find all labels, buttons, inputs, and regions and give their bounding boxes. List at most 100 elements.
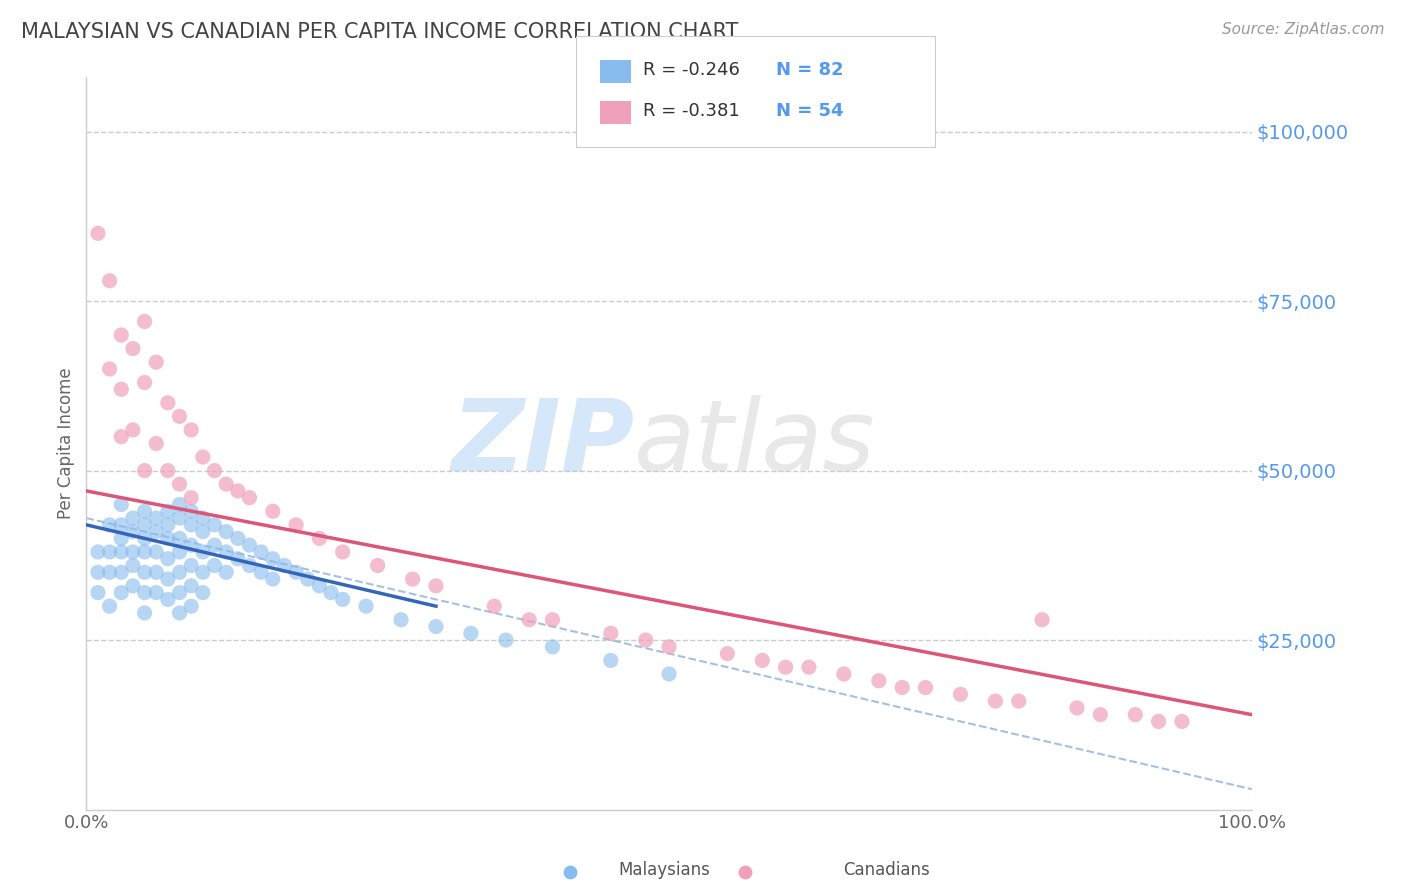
- Point: [1066, 701, 1088, 715]
- Point: [169, 498, 191, 512]
- Point: [145, 566, 167, 580]
- Point: [122, 423, 145, 437]
- Point: [1147, 714, 1170, 729]
- Point: [122, 579, 145, 593]
- Point: [215, 566, 238, 580]
- Point: [87, 585, 110, 599]
- Point: [134, 606, 156, 620]
- Text: Malaysians: Malaysians: [619, 861, 710, 879]
- Point: [914, 681, 936, 695]
- Text: R = -0.246: R = -0.246: [643, 62, 740, 79]
- Point: [204, 464, 226, 478]
- Point: [285, 517, 308, 532]
- Point: [180, 491, 202, 505]
- Point: [495, 633, 517, 648]
- Point: [541, 613, 564, 627]
- Point: [1031, 613, 1053, 627]
- Point: [215, 524, 238, 539]
- Point: [832, 667, 855, 681]
- Point: [599, 626, 621, 640]
- Point: [262, 572, 284, 586]
- Point: [134, 464, 156, 478]
- Point: [98, 566, 121, 580]
- Point: [122, 524, 145, 539]
- Point: [226, 532, 249, 546]
- Point: [308, 532, 330, 546]
- Point: [180, 558, 202, 573]
- Point: [87, 227, 110, 241]
- Point: [484, 599, 506, 614]
- Point: [134, 566, 156, 580]
- Text: atlas: atlas: [634, 395, 876, 492]
- Text: N = 54: N = 54: [776, 103, 844, 120]
- Point: [238, 558, 260, 573]
- Point: [169, 545, 191, 559]
- Point: [332, 592, 354, 607]
- Point: [204, 517, 226, 532]
- Point: [1090, 707, 1112, 722]
- Point: [134, 517, 156, 532]
- Point: [122, 342, 145, 356]
- Point: [169, 511, 191, 525]
- Point: [156, 464, 179, 478]
- Point: [169, 606, 191, 620]
- Point: [250, 545, 273, 559]
- Point: [658, 667, 681, 681]
- Point: [797, 660, 820, 674]
- Point: [134, 545, 156, 559]
- Text: Source: ZipAtlas.com: Source: ZipAtlas.com: [1222, 22, 1385, 37]
- Point: [110, 517, 132, 532]
- Point: [984, 694, 1007, 708]
- Point: [110, 430, 132, 444]
- Point: [110, 545, 132, 559]
- Point: [180, 517, 202, 532]
- Point: [87, 566, 110, 580]
- Point: [134, 585, 156, 599]
- Point: [1123, 707, 1146, 722]
- Point: [134, 532, 156, 546]
- Point: [191, 566, 214, 580]
- Point: [80, 803, 103, 817]
- Point: [145, 355, 167, 369]
- Point: [332, 545, 354, 559]
- Point: [191, 545, 214, 559]
- Point: [156, 504, 179, 518]
- Point: [180, 538, 202, 552]
- Point: [110, 532, 132, 546]
- Point: [367, 558, 389, 573]
- Point: [180, 599, 202, 614]
- Point: [308, 579, 330, 593]
- Point: [1171, 714, 1194, 729]
- Point: [110, 566, 132, 580]
- Point: [262, 504, 284, 518]
- Point: [215, 477, 238, 491]
- Point: [180, 504, 202, 518]
- Text: ZIP: ZIP: [451, 395, 634, 492]
- Point: [122, 545, 145, 559]
- Point: [634, 633, 657, 648]
- Point: [180, 579, 202, 593]
- Point: [169, 409, 191, 424]
- Point: [98, 274, 121, 288]
- Point: [169, 477, 191, 491]
- Point: [204, 558, 226, 573]
- Point: [134, 376, 156, 390]
- Point: [658, 640, 681, 654]
- Point: [868, 673, 890, 688]
- Text: R = -0.381: R = -0.381: [643, 103, 740, 120]
- Point: [1008, 694, 1031, 708]
- Point: [354, 599, 377, 614]
- Point: [145, 511, 167, 525]
- Point: [250, 566, 273, 580]
- Point: [134, 504, 156, 518]
- Text: N = 82: N = 82: [776, 62, 844, 79]
- Point: [273, 558, 295, 573]
- Point: [134, 314, 156, 328]
- Point: [169, 532, 191, 546]
- Point: [401, 572, 423, 586]
- Point: [460, 626, 482, 640]
- Point: [110, 585, 132, 599]
- Point: [319, 585, 342, 599]
- Point: [389, 613, 412, 627]
- Point: [191, 450, 214, 464]
